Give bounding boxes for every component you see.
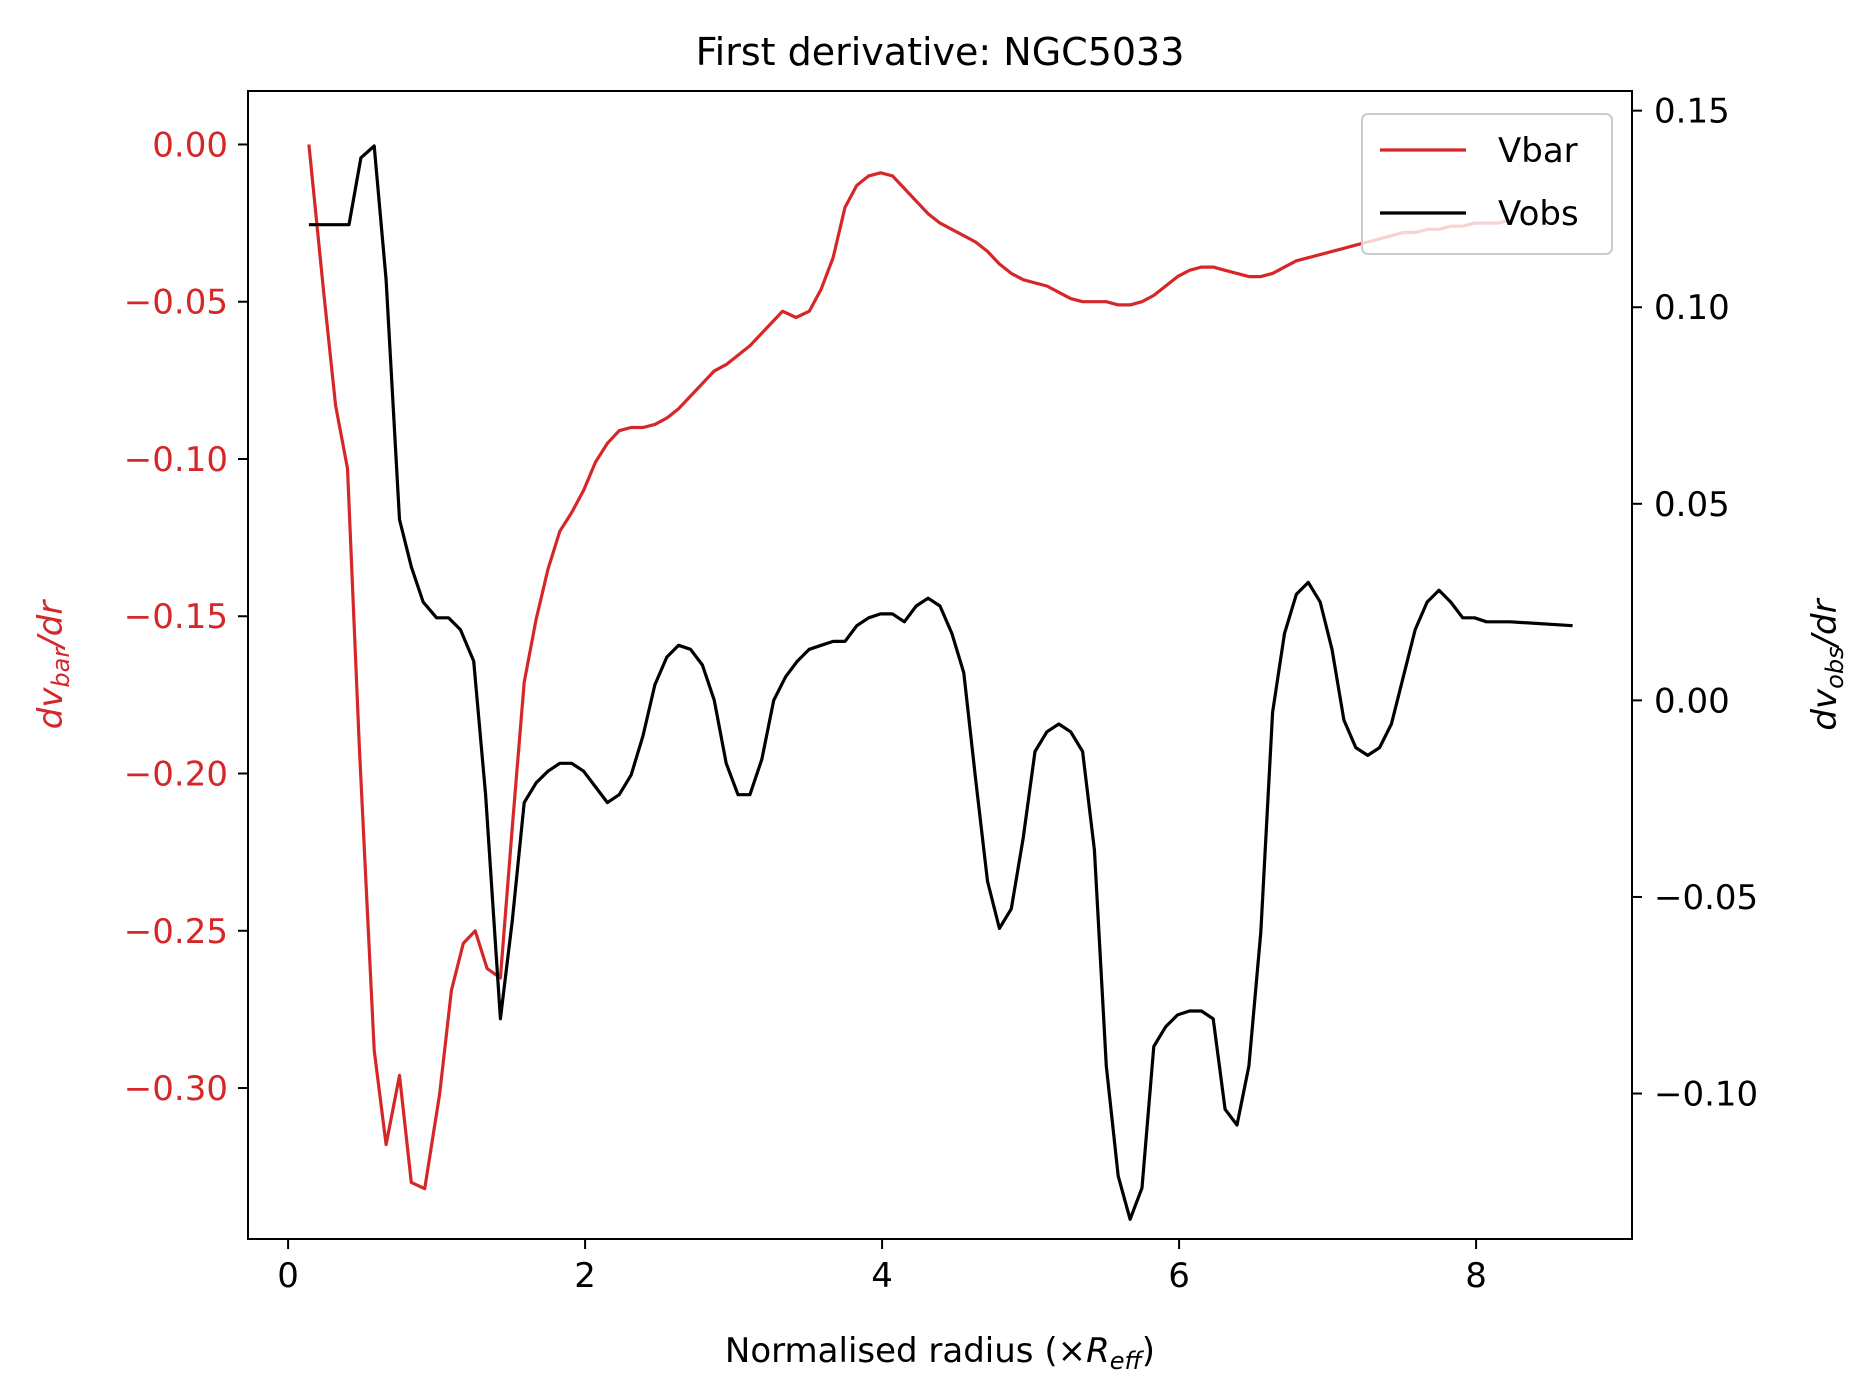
y-left-axis-ticks: 0.00 −0.05 −0.10 −0.15 −0.20 −0.25 −0.30 — [124, 125, 248, 1109]
y-left-tick-label: −0.20 — [124, 755, 228, 795]
y-left-label-pre: dv — [31, 687, 71, 730]
x-tick-label: 6 — [1168, 1256, 1190, 1296]
x-tick-label: 2 — [574, 1256, 596, 1296]
y-right-tick-label: −0.10 — [1654, 1075, 1758, 1115]
y-left-tick-label: −0.15 — [124, 597, 228, 637]
y-left-tick-label: 0.00 — [152, 125, 228, 165]
y-left-tick-label: −0.30 — [124, 1069, 228, 1109]
y-right-axis-ticks: 0.15 0.10 0.05 0.00 −0.05 −0.10 — [1632, 92, 1758, 1115]
y-right-label-sub: obs — [1821, 646, 1849, 688]
series-line-vbar — [307, 144, 1511, 1191]
y-left-label-sub: bar — [47, 646, 75, 688]
y-right-label-pre: dv — [1805, 688, 1845, 731]
x-axis-label-text: Normalised radius (× — [725, 1331, 1086, 1371]
y-right-label-post: /dr — [1805, 597, 1845, 649]
x-tick-label: 8 — [1465, 1256, 1487, 1296]
x-axis-ticks: 0 2 4 6 8 — [277, 1239, 1487, 1296]
y-left-tick-label: −0.05 — [124, 283, 228, 323]
y-left-tick-label: −0.25 — [124, 912, 228, 952]
series-line-vobs — [308, 144, 1573, 1221]
x-axis-label-symbol: R — [1086, 1331, 1110, 1371]
y-left-label-post: /dr — [31, 599, 71, 651]
y-left-tick-label: −0.10 — [124, 440, 228, 480]
y-right-tick-label: 0.10 — [1654, 288, 1730, 328]
y-right-tick-label: 0.05 — [1654, 485, 1730, 525]
x-axis-label-subscript: eff — [1110, 1347, 1145, 1375]
y-right-axis-label: dvobs/dr — [1805, 597, 1849, 730]
plot-lines — [307, 144, 1573, 1221]
x-tick-label: 4 — [871, 1256, 893, 1296]
y-right-tick-label: 0.00 — [1654, 681, 1730, 721]
plot-frame — [247, 90, 1633, 1240]
x-axis-label-close: ) — [1142, 1331, 1155, 1371]
x-tick-label: 0 — [277, 1256, 299, 1296]
x-axis-label: Normalised radius (×Reff) — [725, 1331, 1155, 1375]
y-left-axis-label: dvbar/dr — [31, 599, 75, 730]
legend-vobs-label: Vobs — [1498, 194, 1579, 234]
legend: Vbar Vobs — [1361, 113, 1613, 255]
y-right-tick-label: −0.05 — [1654, 878, 1758, 918]
y-right-tick-label: 0.15 — [1654, 92, 1730, 132]
chart-title: First derivative: NGC5033 — [696, 30, 1185, 74]
legend-vbar-label: Vbar — [1498, 131, 1578, 171]
